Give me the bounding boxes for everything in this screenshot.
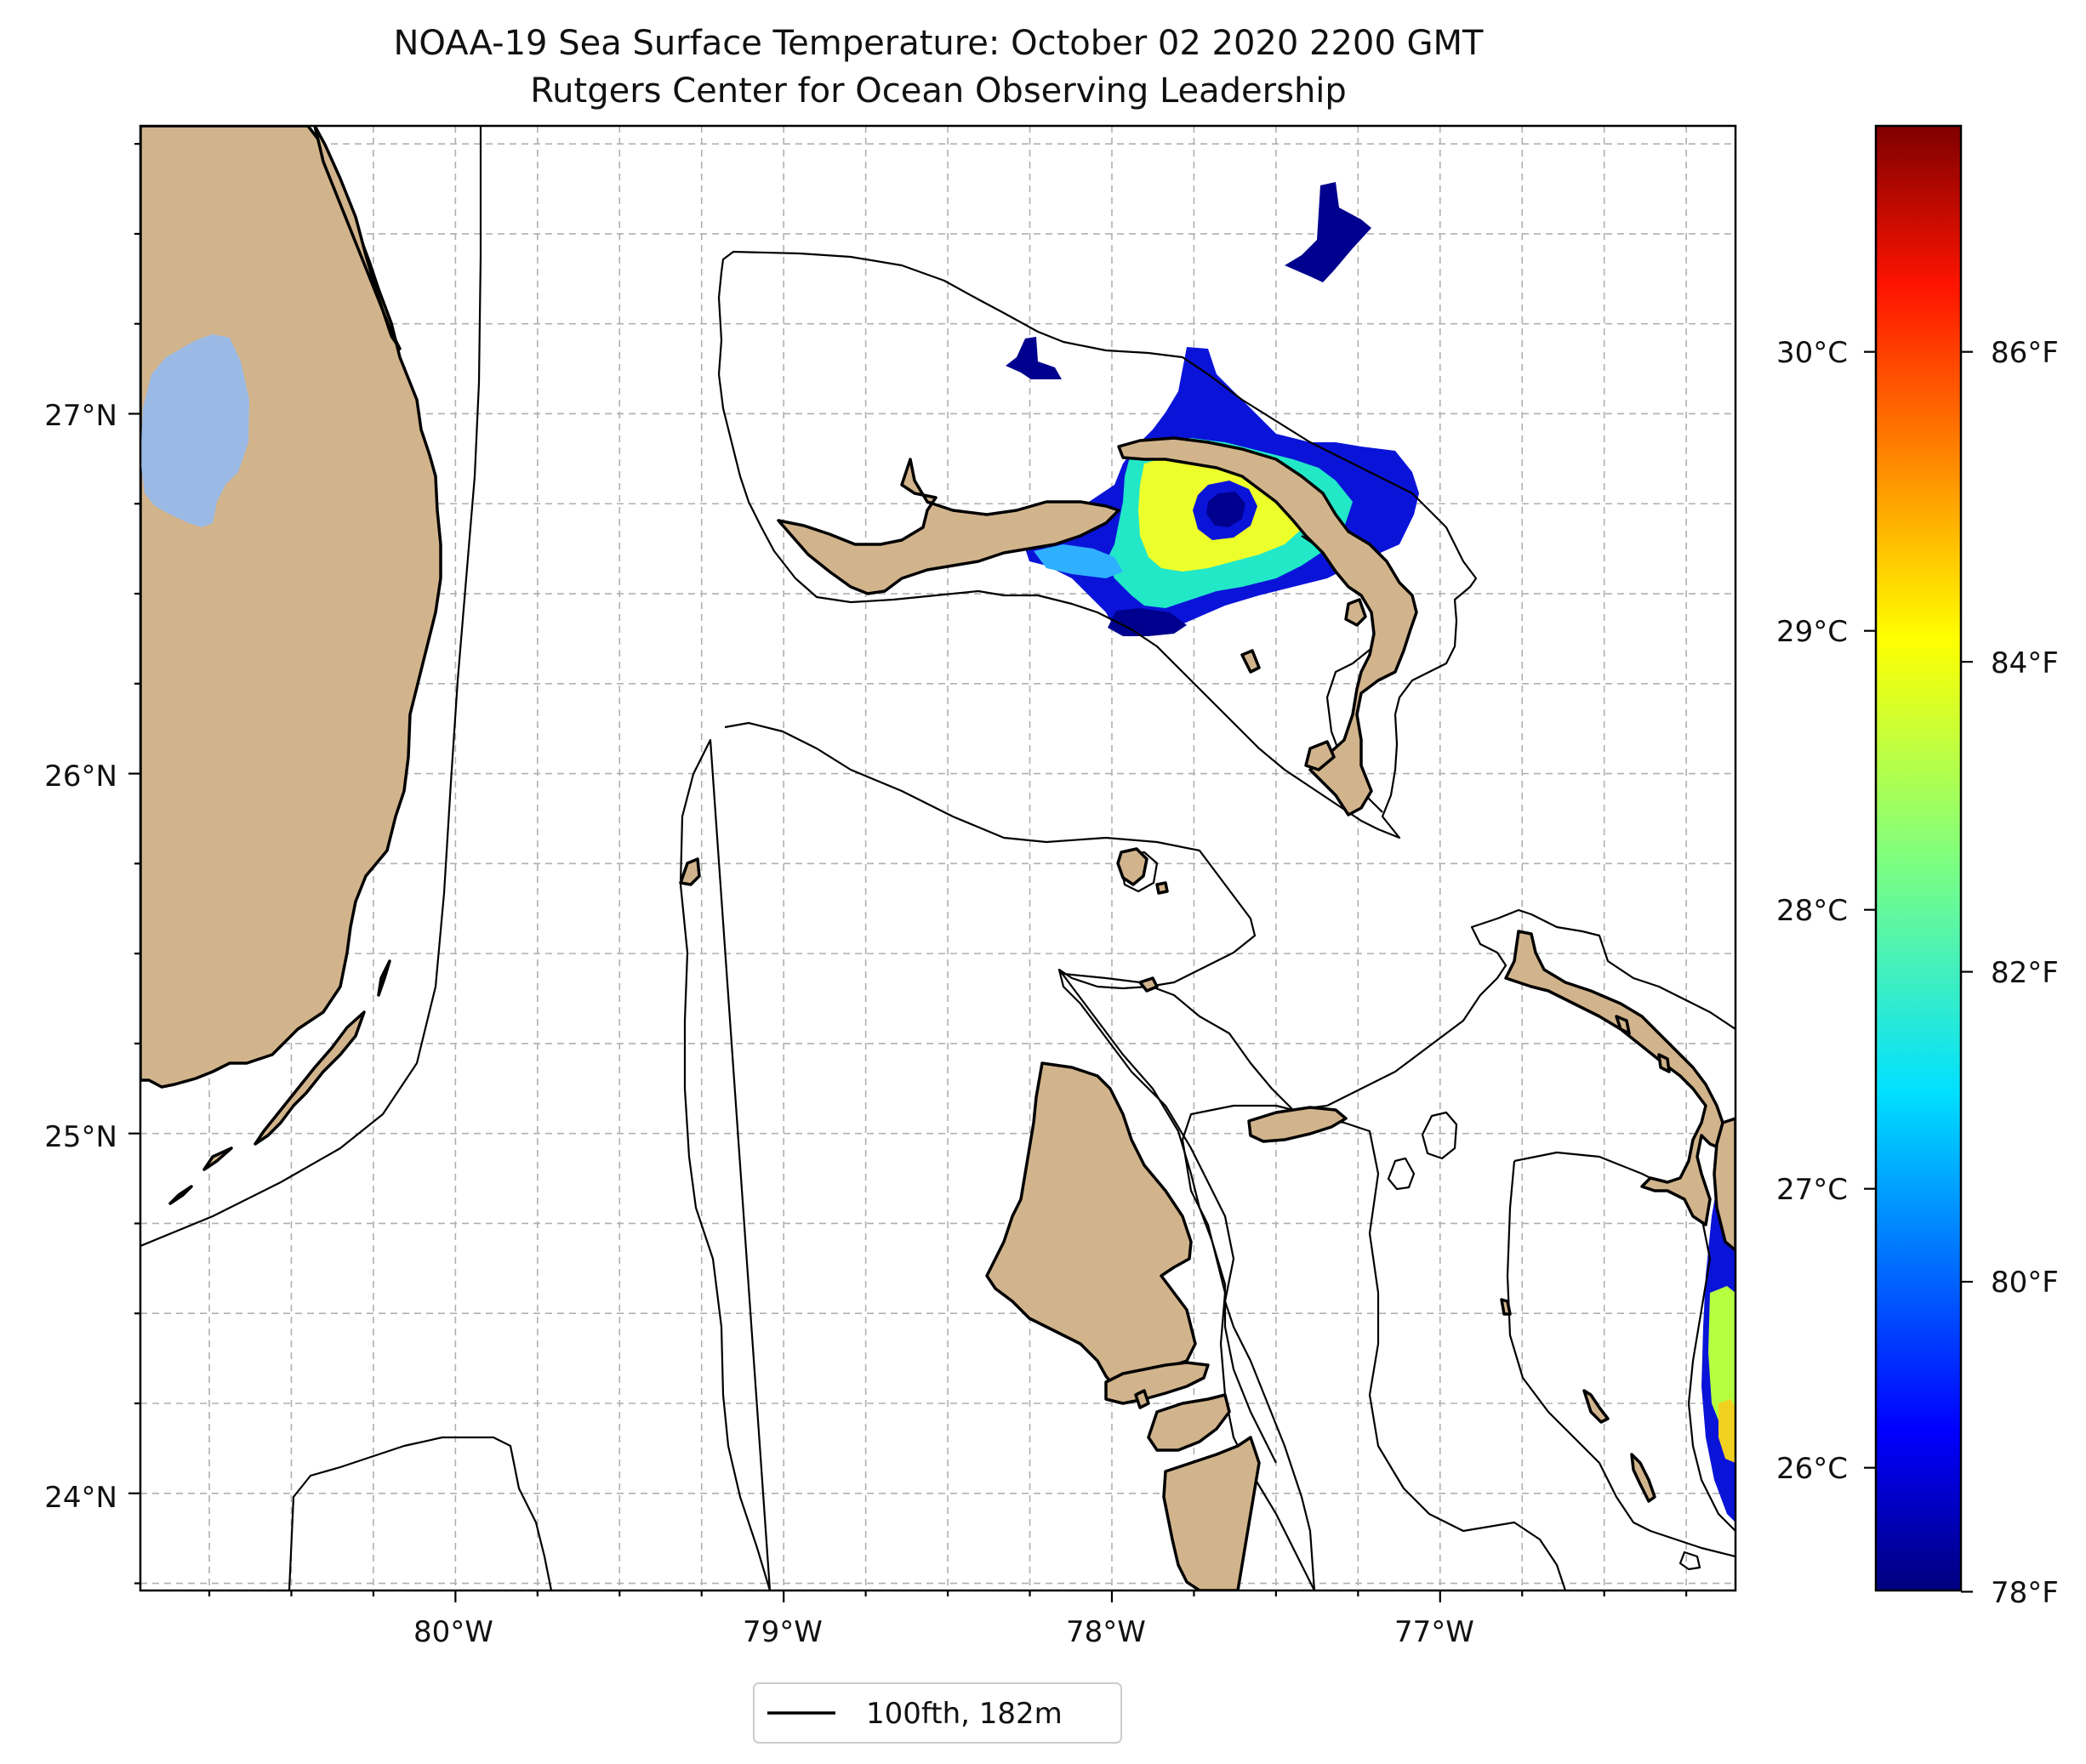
land-florida-keys-1 <box>254 1010 366 1146</box>
legend-label: 100fth, 182m <box>866 1697 1063 1731</box>
isobath-florida-shelf <box>140 126 482 1248</box>
land-grand-bahama <box>777 458 1120 595</box>
legend-box <box>753 1682 1122 1744</box>
cbar-label-82f: 82°F <box>1991 956 2059 990</box>
land-exuma-cay-1 <box>1582 1389 1610 1424</box>
isobath-small-loop-2 <box>1387 1157 1416 1191</box>
cbar-label-80f: 80°F <box>1991 1266 2059 1300</box>
isobath-east-basin-inner <box>1506 1160 1735 1558</box>
sst-patch-main-cold-core-inner <box>1206 492 1245 527</box>
cbar-label-30c: 30°C <box>1776 336 1848 370</box>
map-title: NOAA-19 Sea Surface Temperature: October… <box>394 24 1485 63</box>
sst-patch-east-edge-yellow <box>1718 1399 1735 1463</box>
land-cay-sal-2 <box>1155 881 1169 895</box>
land-exuma-cay-3 <box>1500 1298 1512 1316</box>
lat-tick-label-24n: 24°N <box>44 1481 117 1515</box>
cbar-label-29c: 29°C <box>1776 615 1848 649</box>
isobath-great-bahama-bank <box>679 721 1316 1590</box>
sst-patch-small <box>1006 337 1062 379</box>
cbar-label-78f: 78°F <box>1991 1576 2059 1610</box>
cbar-label-86f: 86°F <box>1991 336 2059 370</box>
land-south-isle <box>1134 1389 1150 1409</box>
land-berry-islands <box>1138 976 1159 993</box>
isobath-small-loop-1 <box>1421 1111 1458 1160</box>
land-florida-barrier-island <box>313 126 402 350</box>
colorbar-celsius-labels: 30°C 29°C 28°C 27°C 26°C <box>1776 336 1848 1486</box>
land-eleuthera-cay-1 <box>1615 1015 1631 1035</box>
land-andros-south-2 <box>1147 1393 1231 1452</box>
land-andros-south-3 <box>1162 1436 1261 1590</box>
lon-tick-labels: 80°W 79°W 78°W 77°W <box>413 1615 1474 1649</box>
land-andros-south-1 <box>1104 1361 1210 1405</box>
colorbar-fahrenheit-labels: 86°F 84°F 82°F 80°F 78°F <box>1991 336 2059 1610</box>
cbar-label-26c: 26°C <box>1776 1452 1848 1486</box>
sst-data-layer <box>1006 182 1735 1522</box>
sst-patch-west-tongue <box>1034 544 1123 578</box>
map-plot-area: 80°W 79°W 78°W 77°W 27°N 26°N 25°N 24°N <box>44 124 1737 1649</box>
isobath-cuba-shelf <box>288 1436 553 1590</box>
land-abaco-cay-3 <box>1304 740 1336 771</box>
lake-okeechobee <box>140 334 249 527</box>
isobath-east-basin <box>1513 1151 1735 1532</box>
lon-tick-label-79w: 79°W <box>743 1615 823 1649</box>
isobath-little-bahama-bank <box>717 250 1478 839</box>
cbar-label-84f: 84°F <box>1991 646 2059 680</box>
sst-patch-north <box>1285 182 1371 282</box>
lon-tick-label-78w: 78°W <box>1066 1615 1146 1649</box>
colorbar-ticks <box>1864 350 1973 1593</box>
land-exuma-cay-2 <box>1630 1453 1656 1503</box>
land-florida-keys-2 <box>202 1147 233 1171</box>
isobath-andros-inner <box>1063 908 1735 1112</box>
lat-tick-label-27n: 27°N <box>44 399 117 433</box>
map-axis-ticks <box>128 143 1688 1602</box>
land-eleuthera-cay-2 <box>1657 1053 1671 1073</box>
colorbar: 30°C 29°C 28°C 27°C 26°C 86°F 84°F 82°F … <box>1776 124 2059 1610</box>
land-new-providence <box>1247 1106 1348 1143</box>
cbar-label-28c: 28°C <box>1776 894 1848 928</box>
map-frame <box>139 124 1737 1592</box>
land-abaco-cay-1 <box>1344 598 1367 627</box>
lon-tick-label-77w: 77°W <box>1394 1615 1474 1649</box>
lat-tick-label-25n: 25°N <box>44 1120 117 1154</box>
map-subtitle: Rutgers Center for Ocean Observing Leade… <box>530 71 1347 111</box>
land-layer <box>140 126 1735 1590</box>
land-abaco-cay-2 <box>1240 649 1261 674</box>
land-eleuthera <box>1504 930 1729 1226</box>
cbar-label-27c: 27°C <box>1776 1173 1848 1207</box>
lon-tick-label-80w: 80°W <box>413 1615 493 1649</box>
land-cat-island <box>1713 1117 1735 1252</box>
isobath-small-loop-4 <box>1678 1551 1701 1571</box>
land-abaco-main <box>1117 436 1418 817</box>
colorbar-gradient <box>1874 124 1963 1592</box>
land-key-largo-outer <box>377 959 391 997</box>
isobath-100fth <box>140 126 1735 1590</box>
isobath-tongue <box>1058 969 1277 1464</box>
land-florida-keys-3 <box>168 1185 193 1205</box>
legend: 100fth, 182m <box>753 1682 1122 1744</box>
land-bimini <box>679 857 701 886</box>
land-cay-sal-1 <box>1116 847 1148 886</box>
lat-tick-labels: 27°N 26°N 25°N 24°N <box>44 399 117 1515</box>
sst-patch-southwest <box>1108 608 1187 636</box>
lat-tick-label-26n: 26°N <box>44 760 117 794</box>
